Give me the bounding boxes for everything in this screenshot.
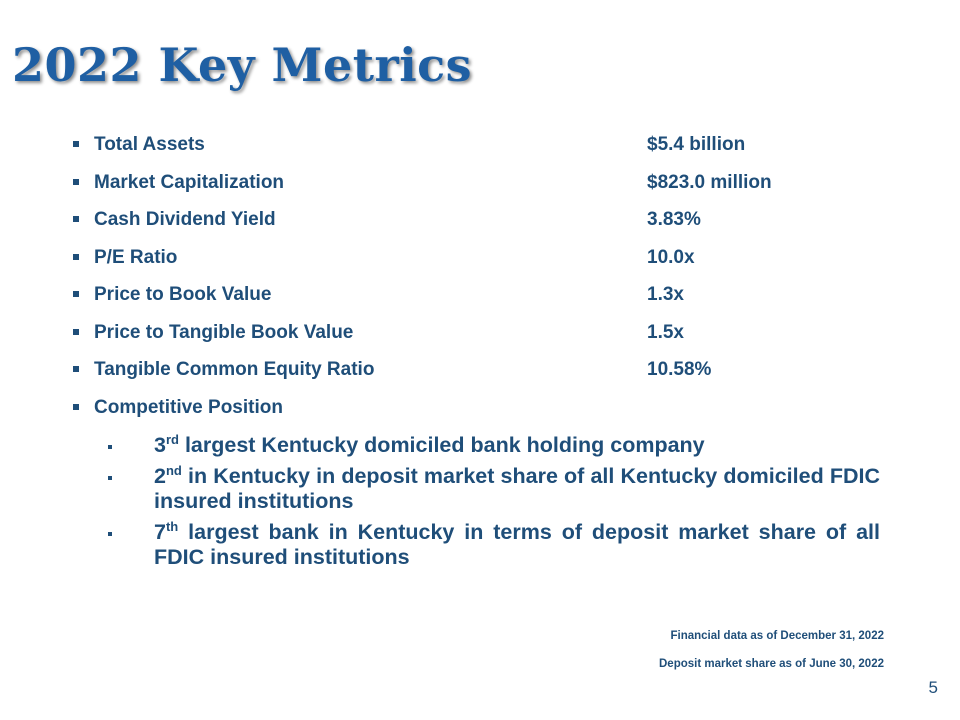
square-bullet-icon	[73, 216, 79, 222]
metric-label: Tangible Common Equity Ratio	[94, 359, 375, 380]
competitive-text: largest bank in Kentucky in terms of dep…	[154, 520, 880, 569]
metric-label: P/E Ratio	[94, 246, 178, 268]
metric-value: 1.5x	[647, 321, 684, 343]
square-bullet-icon	[73, 328, 79, 335]
metric-row: Competitive Position	[70, 395, 870, 433]
small-square-bullet-icon	[108, 445, 112, 449]
metric-row: Market Capitalization $823.0 million	[70, 170, 870, 208]
competitive-position-list: 3rd largest Kentucky domiciled bank hold…	[108, 433, 880, 576]
metric-value: 3.83%	[647, 209, 701, 230]
square-bullet-icon	[73, 253, 79, 260]
competitive-item: 2nd in Kentucky in deposit market share …	[108, 464, 880, 514]
page-number: 5	[928, 678, 938, 697]
metric-label: Cash Dividend Yield	[94, 209, 276, 230]
rank-suffix: rd	[165, 432, 179, 447]
metric-value: 10.0x	[647, 246, 695, 268]
metric-row: Price to Tangible Book Value 1.5x	[70, 320, 870, 358]
metric-row: Tangible Common Equity Ratio 10.58%	[70, 357, 870, 395]
metric-label: Total Assets	[94, 134, 205, 155]
metric-label: Market Capitalization	[94, 171, 285, 193]
metric-value: $823.0 million	[647, 171, 772, 193]
square-bullet-icon	[73, 178, 79, 185]
financial-data-note: Financial data as of December 31, 2022	[670, 630, 885, 642]
square-bullet-icon	[73, 366, 79, 372]
square-bullet-icon	[73, 403, 79, 410]
metrics-list: Total Assets $5.4 billion Market Capital…	[70, 132, 870, 432]
metric-label: Competitive Position	[94, 396, 283, 418]
metric-value: 10.58%	[647, 359, 712, 380]
deposit-share-note: Deposit market share as of June 30, 2022	[659, 658, 884, 670]
metric-row: Total Assets $5.4 billion	[70, 132, 870, 170]
rank-number: 3	[154, 433, 166, 457]
square-bullet-icon	[73, 141, 79, 147]
metric-label: Price to Tangible Book Value	[94, 321, 354, 343]
metric-row: Cash Dividend Yield 3.83%	[70, 207, 870, 245]
small-square-bullet-icon	[108, 532, 112, 536]
rank-suffix: th	[165, 519, 179, 534]
slide-title: 2022 Key Metrics	[12, 38, 473, 92]
metric-label: Price to Book Value	[94, 284, 272, 305]
metric-row: Price to Book Value 1.3x	[70, 282, 870, 320]
small-square-bullet-icon	[108, 476, 112, 480]
competitive-text: in Kentucky in deposit market share of a…	[154, 464, 880, 513]
competitive-item: 7th largest bank in Kentucky in terms of…	[108, 520, 880, 570]
rank-number: 7	[154, 520, 166, 544]
competitive-text: largest Kentucky domiciled bank holding …	[178, 433, 705, 457]
rank-number: 2	[154, 464, 166, 488]
metric-value: $5.4 billion	[647, 134, 746, 155]
square-bullet-icon	[73, 291, 79, 297]
metric-row: P/E Ratio 10.0x	[70, 245, 870, 283]
rank-suffix: nd	[165, 463, 182, 478]
metric-value: 1.3x	[647, 284, 684, 305]
competitive-item: 3rd largest Kentucky domiciled bank hold…	[108, 433, 880, 458]
